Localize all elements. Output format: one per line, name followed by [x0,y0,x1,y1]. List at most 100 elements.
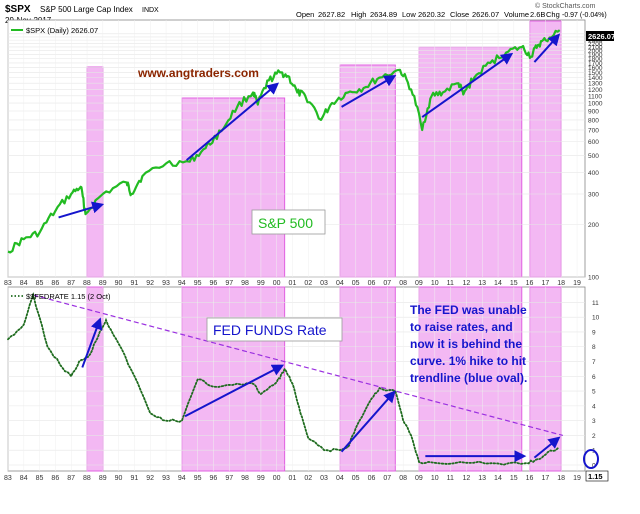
x-tick-label: 92 [146,475,154,482]
fed-trendline [33,294,564,437]
y-tick-label: 100 [588,275,599,282]
x-tick-label: 11 [447,280,454,287]
high-value: 2634.89 [370,10,397,19]
x-tick-label: 99 [257,280,265,287]
x-tick-label: 88 [83,280,91,287]
x-tick-label: 09 [415,475,423,482]
y-tick-label: 1200 [588,87,603,94]
fed-note-line-5: trendline (blue oval). [410,371,527,385]
exchange-label: INDX [142,7,159,14]
fed-note-line-2: to raise rates, and [410,320,513,334]
fed-note: The FED was unable to raise rates, and n… [410,303,527,385]
shaded-period-bottom [86,286,104,472]
x-tick-label: 89 [99,280,107,287]
x-tick-label: 16 [526,280,534,287]
open-label: Open [296,10,314,19]
y-tick-label: 5 [592,389,596,396]
low-label: Low [402,10,416,19]
fed-annotation-box [206,317,343,342]
trend-arrow [533,436,561,459]
y-tick-label: 1100 [588,93,602,100]
spx-annotation: S&P 500 [258,215,313,231]
x-tick-label: 90 [115,475,123,482]
x-tick-label: 98 [241,280,249,287]
close-value: 2626.07 [472,10,499,19]
x-tick-label: 95 [194,475,202,482]
y-tick-label: 1000 [588,101,603,108]
x-tick-label: 93 [162,280,170,287]
y-tick-label: 4 [592,403,596,410]
x-tick-label: 92 [146,280,154,287]
x-tick-label: 04 [336,475,344,482]
y-tick-label: 2100 [588,44,603,51]
fed-note-line-3: now it is behind the [410,337,522,351]
x-tick-label: 07 [383,475,391,482]
fed-legend: $$FEDRATE 1.15 (2 Oct) [26,292,111,301]
x-tick-label: 83 [4,280,12,287]
y-tick-label: 400 [588,170,599,177]
y-tick-label: 2300 [588,38,603,45]
x-tick-label: 08 [399,475,407,482]
x-tick-label: 90 [115,280,123,287]
spx-gridlines [7,20,585,278]
x-tick-label: 05 [352,475,360,482]
x-tick-label: 86 [51,475,59,482]
x-tick-label: 87 [67,475,75,482]
x-axis-top: 83 84 85 86 87 88 89 90 91 92 93 94 95 96 97 98 99 00 01 02… [4,280,581,287]
x-tick-label: 00 [273,280,281,287]
open-value: 2627.82 [318,10,345,19]
x-tick-label: 85 [36,280,44,287]
target-oval [583,449,599,469]
x-tick-label: 16 [526,475,534,482]
x-tick-label: 02 [304,280,312,287]
y-tick-label: 9 [592,329,596,336]
y-tick-label: 300 [588,192,599,199]
x-tick-label: 17 [541,475,549,482]
x-tick-label: 86 [51,280,59,287]
fed-last-value-badge [585,470,609,482]
x-tick-label: 84 [20,280,28,287]
y-tick-label: 6 [592,374,596,381]
fed-note-line-1: The FED was unable [410,303,527,317]
x-tick-label: 03 [320,475,328,482]
x-tick-label: 83 [4,475,12,482]
x-tick-label: 11 [447,475,454,482]
x-tick-label: 94 [178,280,186,287]
x-tick-label: 01 [289,475,297,482]
x-tick-label: 14 [494,280,502,287]
x-tick-label: 94 [178,475,186,482]
volume-label: Volume [504,10,529,19]
y-tick-label: 1400 [588,75,603,82]
x-tick-label: 96 [210,280,218,287]
y-tick-label: 800 [588,117,599,124]
x-tick-label: 08 [399,280,407,287]
y-tick-label: 10 [592,315,600,322]
trend-arrow [341,75,397,108]
x-tick-label: 96 [210,475,218,482]
x-tick-label: 89 [99,475,107,482]
watermark-text: www.angtraders.com [137,66,259,80]
y-tick-label: 1800 [588,56,603,63]
y-tick-label: 2000 [588,48,603,55]
x-tick-label: 17 [541,280,549,287]
y-tick-label: 8 [592,344,596,351]
fed-annotation: FED FUNDS Rate [213,322,327,338]
spx-y-axis: 1002003004005006007008009001000110012001… [588,31,603,281]
y-tick-label: 900 [588,109,599,116]
index-name: S&P 500 Large Cap Index [40,5,133,14]
y-tick-label: 500 [588,153,599,160]
y-tick-label: 1600 [588,65,603,72]
x-tick-label: 18 [557,475,565,482]
fed-gridlines [7,287,585,471]
trend-arrow [185,82,280,161]
high-label: High [351,10,366,19]
x-tick-label: 00 [273,475,281,482]
shaded-period-bottom [339,286,396,472]
x-tick-label: 88 [83,475,91,482]
y-tick-label: 200 [588,222,599,229]
spx-last-value: 2626.07 [588,32,615,41]
y-tick-label: 1500 [588,70,603,77]
x-tick-label: 97 [225,475,233,482]
